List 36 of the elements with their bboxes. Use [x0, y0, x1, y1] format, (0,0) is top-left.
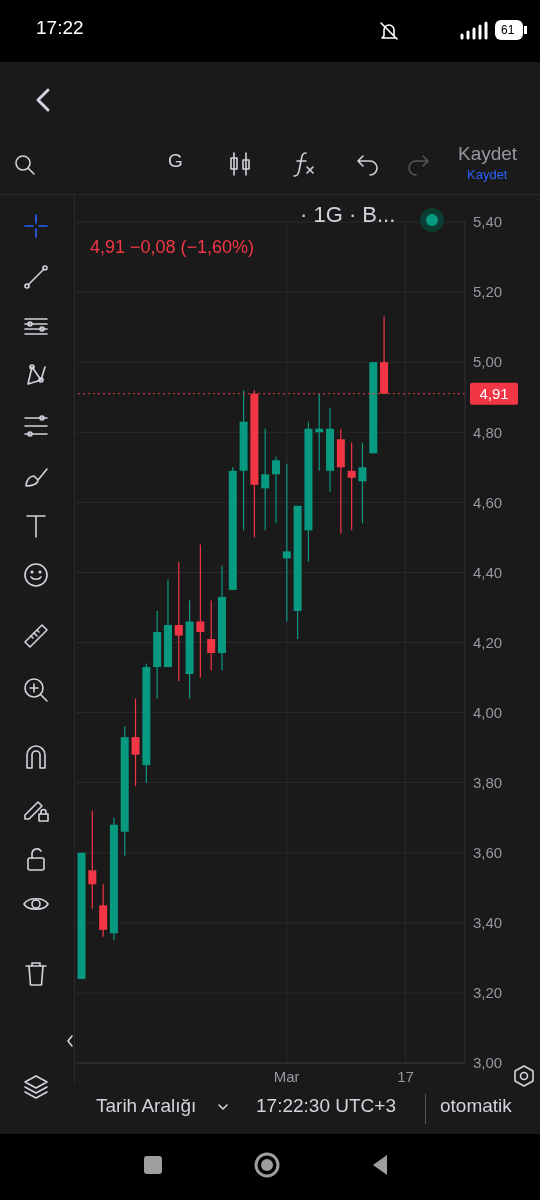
text: Tarih Aralığı	[96, 1095, 197, 1117]
annotation: · 1G · B...	[300, 202, 396, 228]
y-tick-label: 5,40	[473, 213, 503, 231]
y-tick-label: 5,20	[473, 283, 503, 301]
text: 17:22	[36, 17, 84, 39]
y-tick-label: 4,20	[473, 633, 503, 651]
y-tick-label: 4,00	[473, 703, 503, 721]
y-tick-label: 3,00	[473, 1054, 503, 1072]
y-tick-label: 3,20	[473, 984, 503, 1002]
candlestick	[261, 428, 270, 531]
y-tick-label: 3,40	[473, 914, 503, 932]
y-tick-label: 4,40	[473, 563, 503, 581]
y-tick-label: 4,60	[473, 493, 503, 511]
y-tick-label: 4,80	[473, 423, 503, 441]
candlestick	[282, 463, 291, 623]
x-tick-label: 17	[397, 1067, 414, 1085]
text: Kaydet	[458, 143, 518, 165]
candlestick	[272, 456, 281, 524]
text: 17:22:30 UTC+3	[256, 1095, 396, 1117]
text: otomatik	[440, 1095, 512, 1117]
annotation: 4,91 −0,08 (−1,60%)	[90, 237, 255, 258]
candlestick	[131, 697, 140, 787]
candlestick	[174, 561, 183, 682]
x-tick-label: Mar	[273, 1067, 300, 1085]
text: 61	[501, 23, 515, 38]
candlestick	[196, 543, 205, 679]
candlestick	[88, 810, 97, 910]
y-tick-label: 5,00	[473, 353, 503, 371]
text: G	[168, 150, 183, 172]
candlestick	[347, 442, 356, 531]
candlestick	[358, 442, 367, 524]
candlestick	[207, 599, 216, 672]
text: Kaydet	[467, 167, 508, 183]
ref-line-label: 4,91	[479, 384, 509, 402]
y-tick-label: 3,60	[473, 844, 503, 862]
y-tick-label: 3,80	[473, 773, 503, 791]
